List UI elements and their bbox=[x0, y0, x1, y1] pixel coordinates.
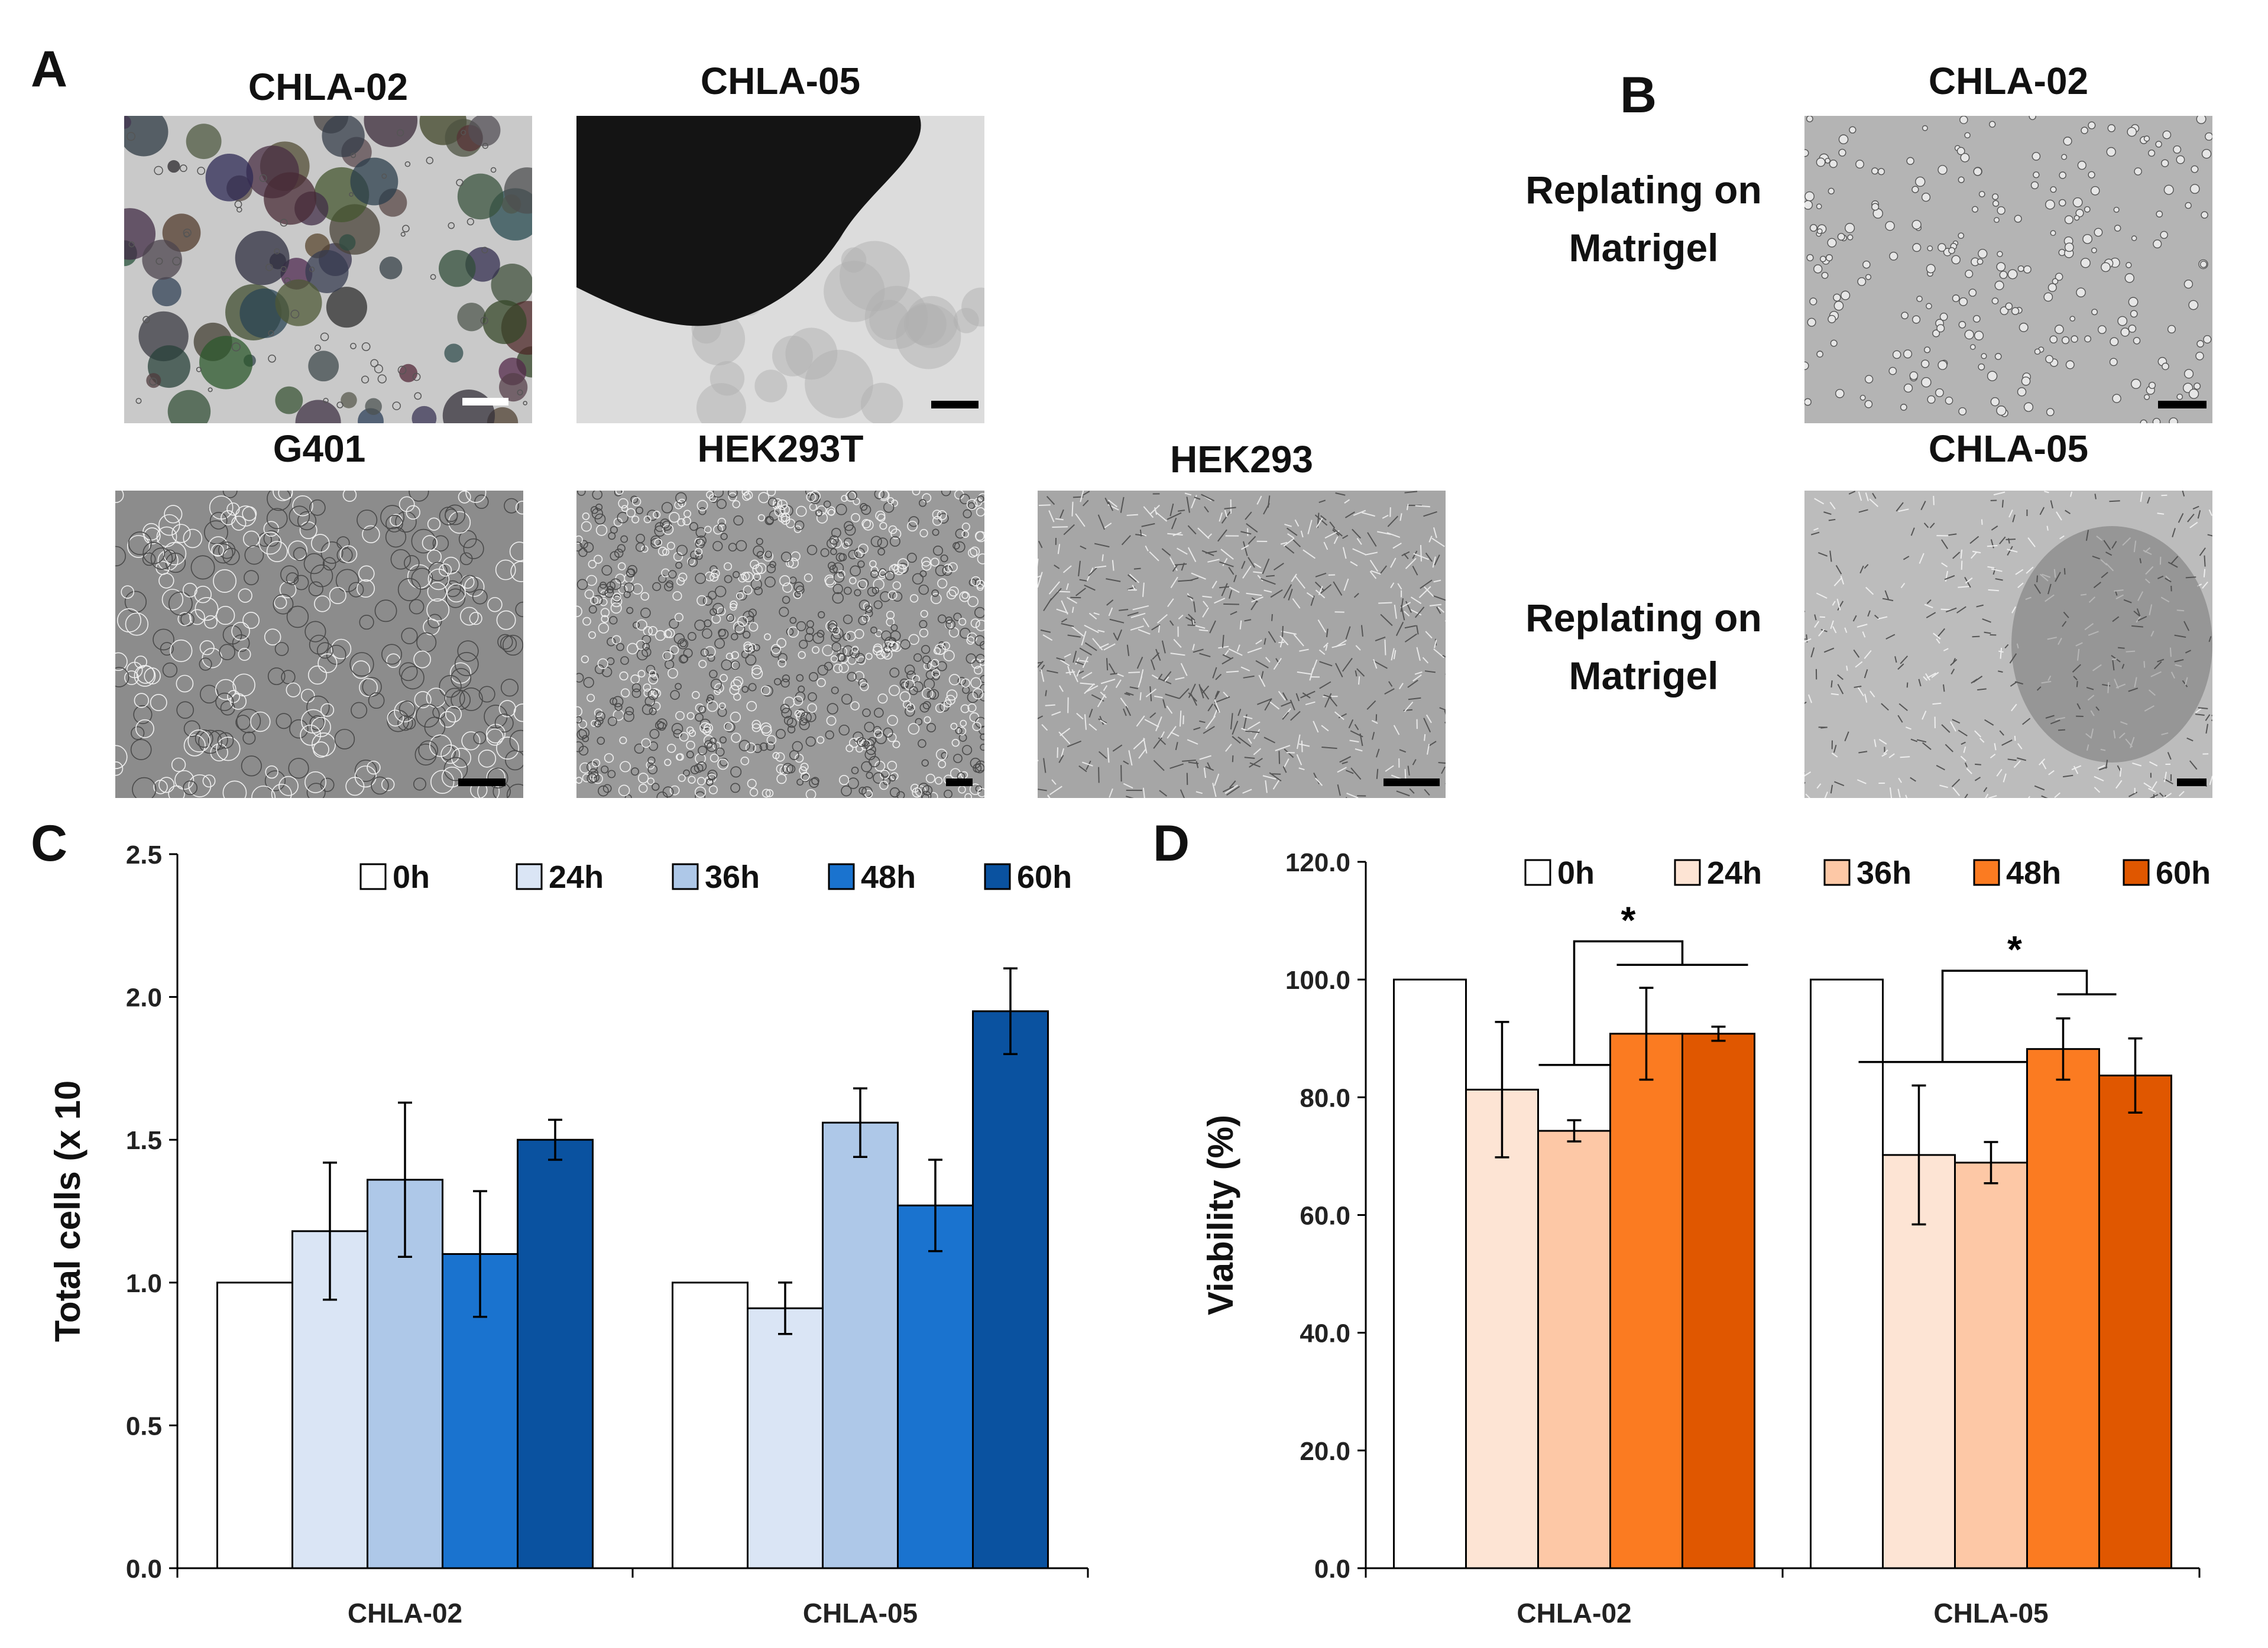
panel-letter-b: B bbox=[1620, 67, 1657, 124]
legend-label-36h: 36h bbox=[705, 859, 760, 895]
y-tick-label: 20.0 bbox=[1300, 1437, 1350, 1466]
legend-swatch-24h bbox=[1674, 859, 1701, 886]
image-label-g401: G401 bbox=[273, 427, 366, 470]
y-axis-label: Total cells (x 10 bbox=[48, 1081, 88, 1342]
legend-swatch-48h bbox=[828, 863, 855, 890]
bar-24h-CHLA-02 bbox=[1465, 1088, 1539, 1569]
x-category-label: CHLA-02 bbox=[348, 1598, 462, 1628]
micrograph-g401 bbox=[115, 491, 523, 798]
bar-48h-CHLA-02 bbox=[1609, 1033, 1683, 1569]
y-tick-label: 1.5 bbox=[126, 1126, 162, 1155]
chart-d-viability: 0.0 20.0 40.0 60.0 80.0 100.0 120.0 CHLA-02 CHLA… bbox=[1201, 848, 2211, 1628]
legend-swatch-24h bbox=[516, 863, 543, 890]
scale-bar bbox=[2177, 778, 2207, 786]
replating-label-2-line1: Replating on bbox=[1525, 596, 1762, 640]
legend-label-0h: 0h bbox=[1557, 855, 1595, 891]
panel-letter-a: A bbox=[31, 41, 68, 98]
bar-60h-CHLA-02 bbox=[1681, 1033, 1755, 1569]
replating-label-1-line1: Replating on bbox=[1525, 168, 1762, 212]
micrograph-chla02 bbox=[124, 116, 532, 423]
legend-label-48h: 48h bbox=[861, 859, 916, 895]
bar-36h-CHLA-05 bbox=[822, 1121, 899, 1569]
scale-bar bbox=[1384, 778, 1440, 786]
bar-0h-CHLA-05 bbox=[672, 1282, 749, 1569]
legend-label-60h: 60h bbox=[2156, 855, 2211, 891]
image-label-hek293t: HEK293T bbox=[697, 427, 864, 470]
bar-36h-CHLA-02 bbox=[1537, 1130, 1611, 1569]
replating-label-1-line2: Matrigel bbox=[1569, 226, 1719, 270]
bar-48h-CHLA-05 bbox=[2026, 1048, 2100, 1569]
scale-bar bbox=[2158, 401, 2207, 408]
scale-bar bbox=[462, 398, 508, 405]
replating-label-2: Replating on Matrigel bbox=[1490, 589, 1797, 705]
legend-label-24h: 24h bbox=[549, 859, 604, 895]
y-tick-label: 80.0 bbox=[1300, 1083, 1350, 1112]
image-label-hek293: HEK293 bbox=[1170, 438, 1313, 481]
y-tick-label: 2.5 bbox=[126, 841, 162, 870]
significance-star: * bbox=[2007, 928, 2022, 971]
panel-letter-c: C bbox=[31, 815, 68, 872]
legend-label-0h: 0h bbox=[393, 859, 430, 895]
y-tick-label: 0.0 bbox=[126, 1555, 162, 1584]
bar-60h-CHLA-02 bbox=[517, 1138, 594, 1569]
micrograph-b-chla02 bbox=[1804, 116, 2212, 423]
micrograph-hek293 bbox=[1038, 491, 1446, 798]
legend-swatch-48h bbox=[1973, 859, 2000, 886]
panel-letter-d: D bbox=[1153, 815, 1190, 872]
legend-label-36h: 36h bbox=[1856, 855, 1911, 891]
replating-label-1: Replating on Matrigel bbox=[1490, 161, 1797, 277]
micrograph-chla05 bbox=[576, 116, 984, 423]
bar-0h-CHLA-02 bbox=[216, 1282, 293, 1569]
legend-swatch-60h bbox=[984, 863, 1011, 890]
y-tick-label: 0.0 bbox=[1314, 1555, 1350, 1584]
y-tick-label: 0.5 bbox=[126, 1412, 162, 1441]
y-tick-label: 2.0 bbox=[126, 984, 162, 1013]
bar-24h-CHLA-05 bbox=[747, 1307, 824, 1569]
image-label-b-chla02: CHLA-02 bbox=[1928, 60, 2089, 102]
chart-c-total-cells: 0.0 0.5 1.0 1.5 2.0 2.5 CHLA-02 CHLA-05 Total ce… bbox=[48, 841, 1089, 1628]
y-tick-label: 100.0 bbox=[1285, 966, 1350, 995]
bar-60h-CHLA-05 bbox=[972, 1010, 1049, 1569]
legend-swatch-0h bbox=[359, 863, 387, 890]
y-axis-label: Viability (%) bbox=[1201, 1115, 1240, 1315]
legend-swatch-0h bbox=[1524, 859, 1551, 886]
x-category-label: CHLA-05 bbox=[803, 1598, 918, 1628]
image-label-chla05: CHLA-05 bbox=[700, 60, 861, 102]
sig-bracket bbox=[1573, 940, 1684, 1065]
bar-0h-CHLA-02 bbox=[1393, 978, 1467, 1569]
y-tick-label: 120.0 bbox=[1285, 848, 1350, 877]
x-category-label: CHLA-05 bbox=[1933, 1598, 2048, 1628]
scale-bar bbox=[931, 401, 979, 408]
y-tick-label: 60.0 bbox=[1300, 1202, 1350, 1231]
micrograph-b-chla05 bbox=[1804, 491, 2212, 798]
y-tick-label: 1.0 bbox=[126, 1269, 162, 1298]
sig-bracket bbox=[1941, 969, 2088, 1062]
y-tick-label: 40.0 bbox=[1300, 1319, 1350, 1348]
legend-swatch-60h bbox=[2123, 859, 2150, 886]
legend-swatch-36h bbox=[1823, 859, 1851, 886]
bar-60h-CHLA-05 bbox=[2098, 1074, 2172, 1569]
significance-star: * bbox=[1621, 898, 1636, 941]
legend-label-60h: 60h bbox=[1017, 859, 1072, 895]
replating-label-2-line2: Matrigel bbox=[1569, 654, 1719, 698]
legend-swatch-36h bbox=[672, 863, 699, 890]
image-label-chla02: CHLA-02 bbox=[248, 66, 409, 108]
micrograph-hek293t bbox=[576, 491, 984, 798]
image-label-b-chla05: CHLA-05 bbox=[1928, 427, 2089, 470]
scale-bar bbox=[946, 778, 973, 786]
legend-label-24h: 24h bbox=[1707, 855, 1762, 891]
bar-36h-CHLA-05 bbox=[1954, 1162, 2028, 1569]
scale-bar bbox=[458, 778, 506, 786]
x-category-label: CHLA-02 bbox=[1517, 1598, 1631, 1628]
legend-label-48h: 48h bbox=[2006, 855, 2061, 891]
bar-0h-CHLA-05 bbox=[1810, 978, 1884, 1569]
bar-48h-CHLA-05 bbox=[897, 1204, 974, 1569]
